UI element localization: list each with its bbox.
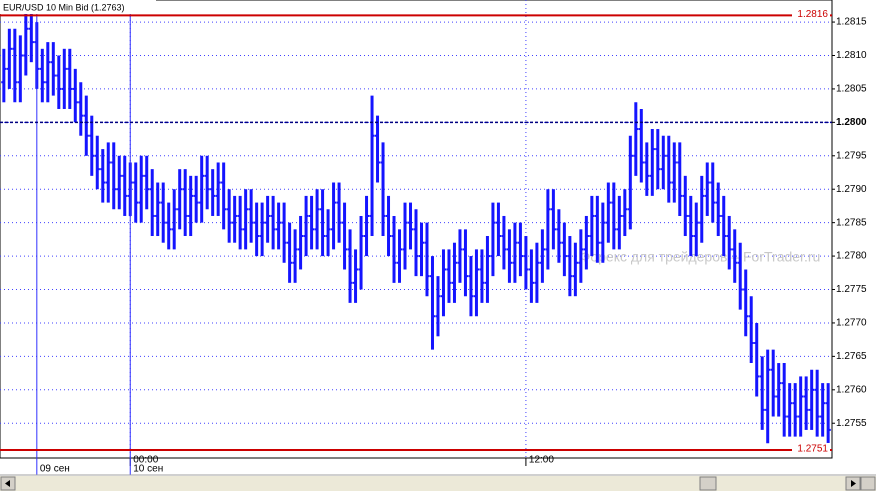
y-tick-label: 1.2800	[836, 117, 867, 128]
scroll-thumb[interactable]	[699, 476, 717, 491]
arrow-left	[5, 480, 10, 487]
level-label-bg	[792, 8, 830, 21]
level-label: 1.2816	[797, 9, 828, 20]
y-tick-label: 1.2775	[836, 284, 867, 295]
y-tick-label: 1.2795	[836, 150, 867, 161]
y-tick-label: 1.2785	[836, 217, 867, 228]
date-label: 10 сен	[133, 464, 163, 475]
y-tick-label: 1.2815	[836, 17, 867, 28]
scroll-end[interactable]	[860, 476, 876, 491]
title-bg	[0, 0, 156, 14]
y-tick-label: 1.2780	[836, 251, 867, 262]
y-tick-label: 1.2790	[836, 184, 867, 195]
y-tick-label: 1.2760	[836, 384, 867, 395]
scrollbar[interactable]	[0, 476, 876, 491]
y-tick-label: 1.2765	[836, 351, 867, 362]
date-label: 09 сен	[40, 464, 70, 475]
level-label-bg	[792, 442, 830, 455]
y-tick-label: 1.2755	[836, 418, 867, 429]
overlay: 1.2755 1.2760 1.2765 1.2770 1.2775 1.2780 1.27…	[0, 0, 867, 475]
x-tick-label: 12:00	[529, 455, 554, 466]
y-tick-label: 1.2805	[836, 84, 867, 95]
y-tick-label: 1.2770	[836, 318, 867, 329]
chart-title: EUR/USD 10 Min Bid (1.2763)	[3, 2, 125, 12]
y-tick-label: 1.2810	[836, 50, 867, 61]
x-tick-label: 00:00	[133, 455, 158, 466]
bars	[1, 8, 831, 450]
watermark: Форекс для трейдеров – ForTrader.ru	[580, 249, 821, 265]
level-label: 1.2751	[797, 444, 828, 455]
arrow-right	[851, 480, 856, 487]
